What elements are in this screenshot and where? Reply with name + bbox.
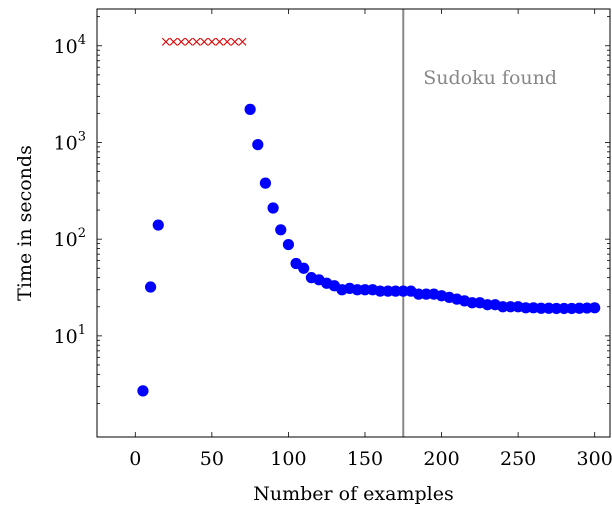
sudoku-found-annotation: Sudoku found [423, 67, 557, 89]
x-tick-label: 0 [129, 448, 141, 470]
failed-point [230, 37, 239, 46]
labels-layer: 0 50 100 150 200 250 300 101 102 103 104 [54, 33, 612, 470]
data-point [390, 285, 402, 297]
failed-point [177, 37, 186, 46]
x-tick-label: 100 [270, 448, 306, 470]
failed-point [207, 37, 216, 46]
data-point [397, 285, 409, 297]
data-point [359, 284, 371, 296]
data-point [504, 301, 517, 313]
y-tick-label: 103 [54, 129, 86, 154]
data-point [412, 288, 425, 300]
data-point [351, 284, 363, 296]
data-point [137, 385, 149, 397]
data-point [550, 302, 563, 315]
failed-point [200, 37, 209, 46]
failed-point [169, 37, 178, 46]
data-point [382, 285, 394, 297]
data-point [259, 177, 272, 189]
x-tick-label: 150 [347, 448, 383, 470]
data-point [298, 262, 310, 274]
data-point [481, 299, 494, 311]
data-point [558, 302, 570, 315]
data-point [144, 281, 157, 293]
failed-point [238, 37, 247, 46]
y-axis-title: Time in seconds [14, 145, 36, 301]
data-point [535, 302, 547, 314]
x-tick-label: 250 [500, 448, 536, 470]
y-tick-label: 102 [54, 226, 86, 251]
data-point [466, 297, 478, 309]
data-point [152, 219, 164, 231]
data-point [420, 288, 432, 300]
x-tick-label: 300 [577, 448, 612, 470]
x-tick-label: 200 [423, 448, 459, 470]
plot-frame [96, 8, 611, 438]
data-point [244, 103, 256, 115]
data-point [252, 139, 264, 151]
failed-point [223, 37, 232, 46]
data-point [589, 302, 601, 314]
data-point [374, 285, 386, 297]
data-point [497, 301, 509, 313]
points-layer [137, 37, 601, 397]
data-point [275, 224, 287, 236]
failed-point [192, 37, 201, 46]
x-axis-title: Number of examples [253, 483, 453, 505]
y-tick-label: 101 [54, 323, 86, 348]
data-point [267, 202, 279, 214]
y-tick-label: 104 [54, 33, 86, 58]
data-point [282, 238, 295, 251]
failed-point [215, 37, 224, 46]
data-point [520, 302, 532, 314]
failed-point [184, 37, 193, 46]
failed-point [161, 37, 170, 46]
x-tick-label: 50 [200, 448, 224, 470]
